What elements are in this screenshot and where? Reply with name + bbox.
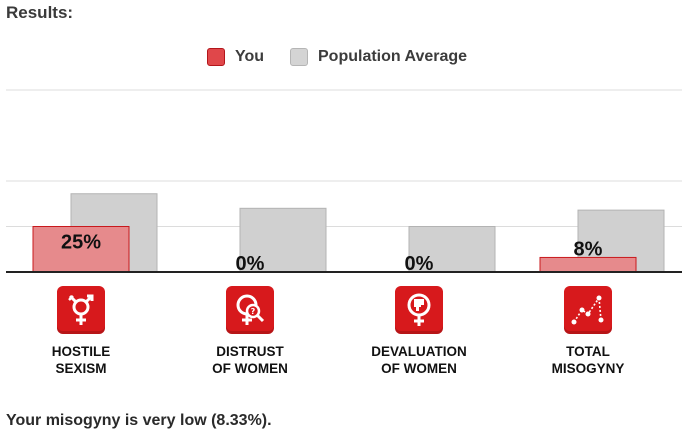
legend-label-you: You bbox=[235, 48, 265, 65]
total-misogyny-glyph bbox=[571, 295, 604, 325]
legend-population: Population Average bbox=[290, 45, 467, 69]
svg-text:?: ? bbox=[251, 307, 256, 316]
devaluation-glyph bbox=[407, 293, 431, 326]
results-heading: Results: bbox=[6, 3, 74, 22]
data-label-you-3: 8% bbox=[574, 238, 603, 260]
legend-label-population: Population Average bbox=[318, 48, 468, 65]
hostile-sexism-icon bbox=[57, 286, 105, 334]
category-label-distrust: DISTRUST OF WOMEN bbox=[212, 344, 288, 376]
bar-population-2 bbox=[408, 226, 496, 273]
data-label-you-1: 0% bbox=[236, 253, 265, 275]
distrust-icon: ? bbox=[226, 286, 274, 334]
category-label-devaluation: DEVALUATION OF WOMEN bbox=[371, 344, 467, 376]
total-misogyny-icon bbox=[564, 286, 612, 334]
legend-swatch-population bbox=[290, 48, 308, 66]
data-label-you-0: 25% bbox=[61, 232, 101, 254]
bar-you-0 bbox=[32, 226, 130, 273]
data-label-you-2: 0% bbox=[405, 253, 434, 275]
distrust-glyph: ? bbox=[236, 294, 265, 325]
summary-text: Your misogyny is very low (8.33%). bbox=[6, 412, 272, 429]
bar-chart: 25% 0% 0% 8% bbox=[6, 89, 682, 275]
category-label-hostile-sexism: HOSTILE SEXISM bbox=[51, 344, 111, 376]
chart-legend: You Population Average bbox=[0, 45, 690, 69]
category-label-total: TOTAL MISOGYNY bbox=[551, 344, 625, 376]
bar-population-1 bbox=[239, 207, 327, 273]
hostile-sexism-glyph bbox=[68, 294, 94, 325]
devaluation-icon bbox=[395, 286, 443, 334]
legend-you: You bbox=[207, 45, 264, 69]
legend-swatch-you bbox=[207, 48, 225, 66]
